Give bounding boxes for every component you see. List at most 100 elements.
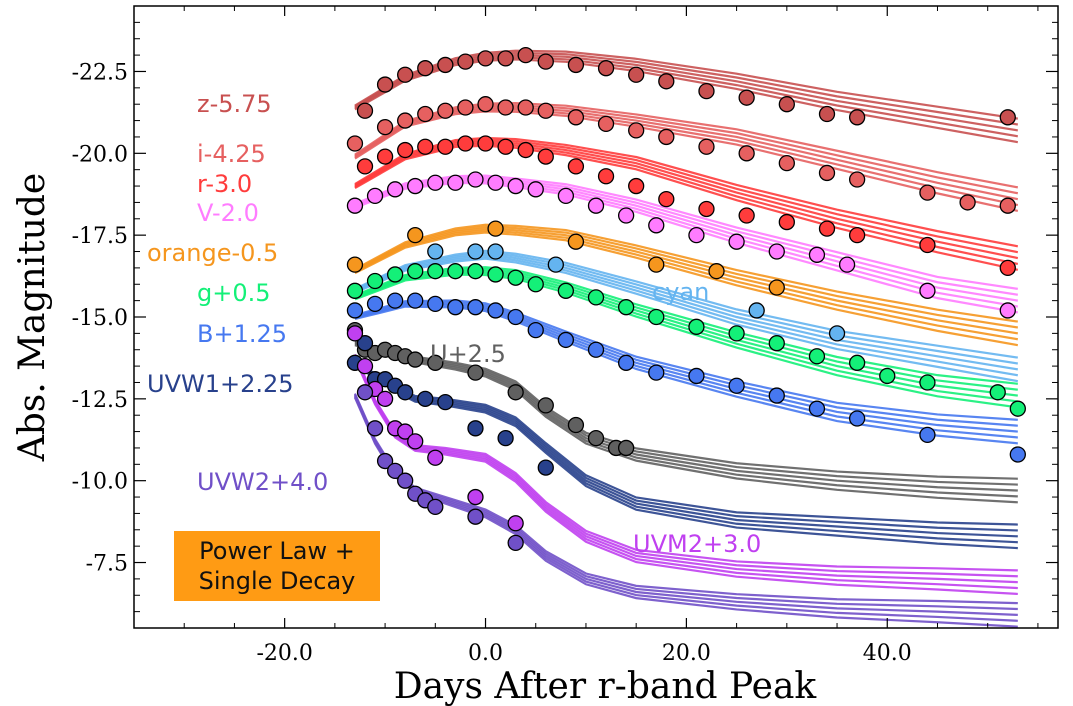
point-i-4-25 (597, 115, 615, 133)
point-v-2-0 (366, 187, 384, 205)
point-i-4-25 (376, 118, 394, 136)
point-b-1-25 (427, 295, 444, 313)
model-box-line-1: Power Law + (199, 537, 355, 565)
point-u-2-5 (427, 354, 444, 371)
series-label: i-4.25 (197, 140, 266, 168)
point-r-3-0 (356, 158, 374, 175)
point-v-2-0 (346, 197, 364, 214)
point-g-0-5 (617, 299, 635, 316)
point-r-3-0 (658, 190, 675, 208)
point-i-4-25 (628, 122, 645, 139)
point-r-3-0 (537, 148, 554, 165)
point-v-2-0 (768, 243, 785, 260)
point-i-4-25 (497, 99, 514, 116)
point-g-0-5 (557, 282, 575, 299)
point-i-4-25 (346, 135, 364, 152)
point-r-3-0 (397, 141, 414, 159)
point-uvm2-3-0 (427, 449, 444, 466)
y-tick-label: -20.0 (72, 142, 128, 167)
y-tick-label: -7.5 (86, 552, 128, 577)
model-line-orange-0-5 (354, 227, 1019, 335)
axis-ticks: -20.0 0.0 20.0 40.0 -22.5 -20.0 -17.5 -15.0 -12.… (72, 6, 1058, 666)
point-i-4-25 (417, 105, 434, 123)
point-u-2-5 (617, 439, 635, 457)
point-z-5-75 (999, 109, 1016, 126)
point-z-5-75 (537, 53, 554, 70)
point-z-5-75 (376, 76, 394, 93)
point-b-1-25 (848, 410, 866, 427)
model-line-z-5-75 (354, 58, 1019, 144)
point-z-5-75 (658, 73, 675, 90)
point-orange-0-5 (708, 263, 725, 280)
point-v-2-0 (487, 174, 504, 191)
point-r-3-0 (628, 177, 645, 195)
point-g-0-5 (1009, 400, 1026, 417)
point-cyan (487, 243, 504, 260)
point-orange-0-5 (407, 227, 424, 244)
point-z-5-75 (397, 66, 414, 83)
model-line-cyan (354, 255, 1019, 377)
series-label: cyan (652, 278, 709, 306)
point-i-4-25 (567, 109, 585, 126)
point-b-1-25 (688, 367, 705, 385)
point-uvw2-4-0 (507, 534, 524, 552)
point-z-5-75 (356, 102, 374, 119)
x-tick-label: 0.0 (468, 641, 503, 666)
point-v-2-0 (648, 217, 665, 234)
x-tick-label: 40.0 (863, 641, 912, 666)
point-g-0-5 (879, 367, 896, 385)
point-uvm2-3-0 (397, 423, 414, 440)
point-v-2-0 (527, 181, 544, 198)
point-v-2-0 (407, 177, 424, 195)
model-line-uvm2-3-0 (353, 357, 1018, 596)
data-points (346, 46, 1026, 552)
point-b-1-25 (808, 400, 826, 417)
series-label: orange-0.5 (147, 239, 278, 267)
point-g-0-5 (407, 263, 424, 280)
point-r-3-0 (818, 220, 836, 237)
point-u-2-5 (407, 351, 424, 368)
point-g-0-5 (989, 384, 1006, 401)
point-g-0-5 (688, 318, 705, 335)
point-g-0-5 (919, 374, 936, 391)
point-z-5-75 (477, 50, 494, 67)
y-tick-label: -12.5 (72, 388, 128, 413)
model-line-r-3-0 (354, 140, 1019, 260)
point-uvw2-4-0 (366, 420, 384, 437)
point-orange-0-5 (487, 220, 504, 237)
series-label: r-3.0 (197, 170, 252, 198)
point-r-3-0 (919, 236, 936, 254)
point-r-3-0 (517, 141, 534, 159)
point-i-4-25 (778, 154, 795, 172)
point-uvw2-4-0 (427, 498, 444, 516)
point-orange-0-5 (768, 279, 785, 296)
point-v-2-0 (919, 282, 936, 299)
point-z-5-75 (567, 56, 585, 74)
point-g-0-5 (527, 276, 544, 293)
point-i-4-25 (848, 171, 866, 188)
point-uvm2-3-0 (467, 488, 484, 506)
point-b-1-25 (617, 354, 635, 371)
point-b-1-25 (366, 295, 384, 313)
point-z-5-75 (417, 60, 434, 77)
point-g-0-5 (427, 263, 444, 280)
point-uvw2-4-0 (397, 472, 414, 489)
point-r-3-0 (417, 138, 434, 155)
point-r-3-0 (738, 207, 755, 224)
point-v-2-0 (427, 174, 444, 191)
point-r-3-0 (848, 227, 866, 244)
point-g-0-5 (386, 266, 404, 283)
point-cyan (828, 325, 846, 342)
point-g-0-5 (728, 325, 745, 342)
point-i-4-25 (517, 99, 534, 116)
point-z-5-75 (437, 56, 454, 74)
point-g-0-5 (487, 266, 504, 283)
point-i-4-25 (537, 102, 554, 119)
point-g-0-5 (808, 348, 826, 365)
point-r-3-0 (376, 148, 394, 165)
point-g-0-5 (346, 282, 364, 299)
point-g-0-5 (447, 263, 464, 280)
point-z-5-75 (738, 89, 755, 106)
x-tick-label: -20.0 (256, 641, 312, 666)
